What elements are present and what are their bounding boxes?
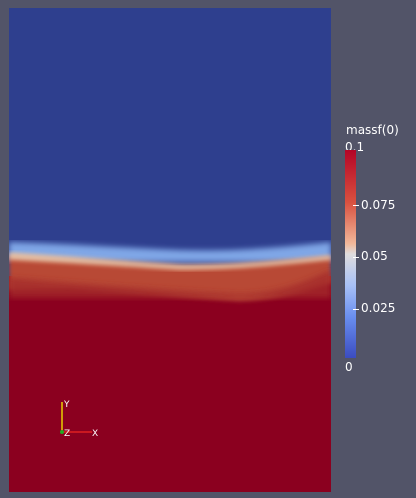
y-axis-label: Y <box>63 400 70 410</box>
colorbar-tick-mark <box>353 205 359 206</box>
colorbar-tick-mark <box>353 309 359 310</box>
field-plot <box>9 8 331 492</box>
colorbar-tick-label: 0.05 <box>361 249 388 263</box>
lower-mix <box>9 270 331 298</box>
light-blue-band <box>9 242 331 262</box>
z-axis-label: Z <box>64 429 70 439</box>
colorbar <box>345 150 356 358</box>
colorbar-min-label: 0 <box>345 360 353 374</box>
interface-highlight <box>9 252 331 270</box>
colorbar-title: massf(0) <box>346 123 399 137</box>
high-region <box>9 276 331 492</box>
render-view[interactable] <box>9 8 331 492</box>
colorbar-tick-label: 0.025 <box>361 301 396 315</box>
colorbar-tick-mark <box>353 257 359 258</box>
colorbar-tick-label: 0.075 <box>361 198 396 212</box>
z-axis-dot <box>60 430 64 434</box>
x-axis-label: X <box>92 429 98 439</box>
axes-triad: Y Z X <box>60 400 98 439</box>
